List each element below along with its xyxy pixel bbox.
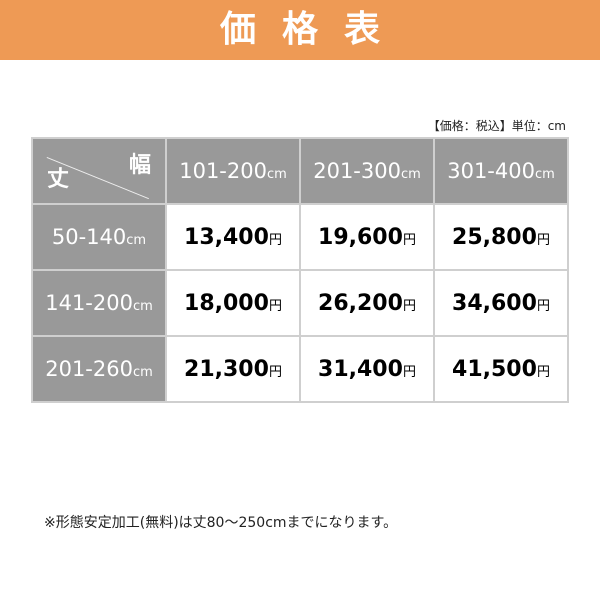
col-axis-label: 幅 [128,153,151,178]
page-title: 価格表 [219,9,406,50]
price-cell: 31,400円 [299,335,435,403]
price-cell: 25,800円 [433,203,569,271]
unit-note: 【価格：税込】単位：cm [427,119,566,133]
footnote: ※形態安定加工(無料)は丈80〜250cmまでになります。 [44,515,398,531]
table-row: 50-140cm 13,400円 19,600円 25,800円 [31,203,569,271]
price-cell: 41,500円 [433,335,569,403]
table-header-row: 丈 幅 101-200cm 201-300cm 301-400cm [31,137,569,205]
row-header: 201-260cm [31,335,167,403]
corner-cell: 丈 幅 [31,137,167,205]
column-header: 101-200cm [165,137,301,205]
price-cell: 26,200円 [299,269,435,337]
row-header: 141-200cm [31,269,167,337]
price-table: 丈 幅 101-200cm 201-300cm 301-400cm 50-140… [31,137,569,403]
table-row: 141-200cm 18,000円 26,200円 34,600円 [31,269,569,337]
price-cell: 18,000円 [165,269,301,337]
table-row: 201-260cm 21,300円 31,400円 41,500円 [31,335,569,403]
column-header: 301-400cm [433,137,569,205]
price-cell: 34,600円 [433,269,569,337]
page-title-banner: 価格表 [0,0,600,60]
column-header: 201-300cm [299,137,435,205]
price-cell: 21,300円 [165,335,301,403]
price-cell: 13,400円 [165,203,301,271]
row-axis-label: 丈 [47,167,70,192]
row-header: 50-140cm [31,203,167,271]
price-cell: 19,600円 [299,203,435,271]
